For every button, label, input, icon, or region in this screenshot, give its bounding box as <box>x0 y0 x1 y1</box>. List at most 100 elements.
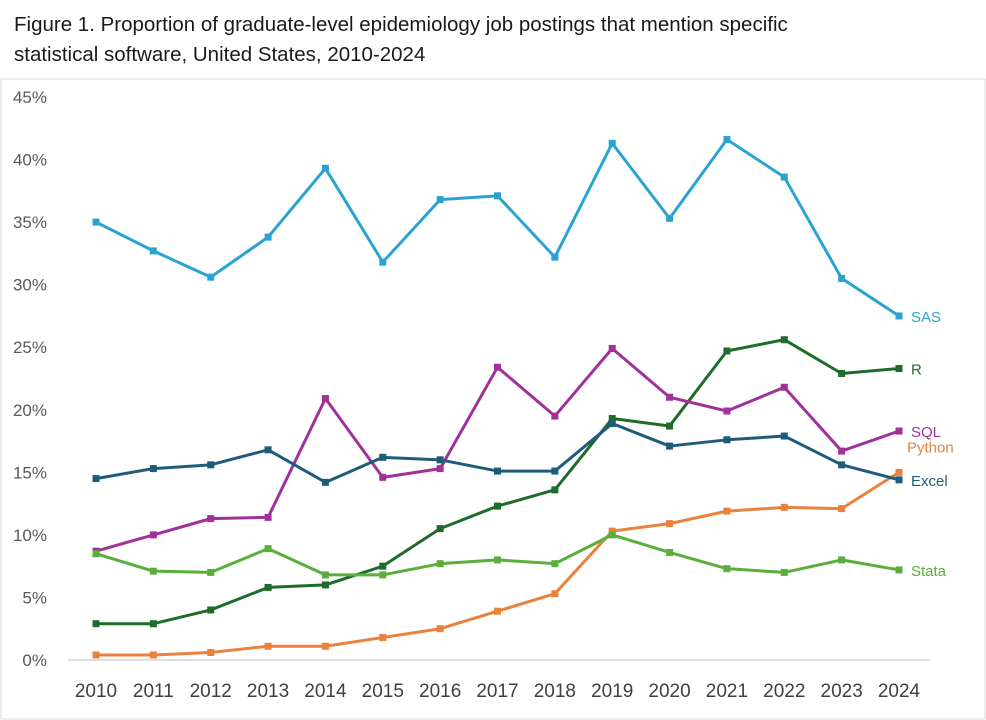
data-point <box>838 369 846 377</box>
data-point <box>379 473 387 481</box>
data-point <box>494 192 501 200</box>
data-point <box>436 525 444 533</box>
series-label-excel: Excel <box>911 473 948 490</box>
series-line <box>95 346 900 553</box>
data-point <box>780 503 788 511</box>
data-point <box>838 274 846 282</box>
data-point <box>264 446 272 454</box>
data-point <box>608 527 616 535</box>
data-point <box>608 415 616 423</box>
data-point <box>321 571 329 579</box>
data-point <box>895 312 903 320</box>
series-group <box>92 136 903 659</box>
data-point <box>723 507 731 515</box>
series-line <box>95 138 900 318</box>
data-point <box>149 651 157 659</box>
plot-frame <box>0 78 986 720</box>
data-point <box>780 383 788 391</box>
data-point <box>149 620 157 628</box>
data-point <box>666 214 674 222</box>
data-point <box>149 567 157 575</box>
data-point <box>780 173 788 181</box>
data-point <box>321 164 329 172</box>
data-point <box>551 560 559 568</box>
series-line <box>96 338 900 626</box>
data-point <box>379 571 387 579</box>
x-tick-label: 2015 <box>362 681 404 702</box>
data-point <box>895 476 903 484</box>
data-point <box>666 442 674 450</box>
data-point <box>494 607 501 615</box>
data-point <box>780 336 788 344</box>
y-tick-label: 25% <box>13 338 47 357</box>
x-tick-label: 2022 <box>763 681 805 702</box>
data-point <box>608 344 616 352</box>
data-point <box>436 465 444 473</box>
data-point <box>838 505 846 513</box>
data-point <box>895 427 903 435</box>
data-point <box>494 363 501 371</box>
data-point <box>551 486 559 494</box>
data-point <box>264 583 272 591</box>
data-point <box>321 478 329 486</box>
data-point <box>723 136 731 144</box>
data-point <box>92 651 100 659</box>
data-point <box>92 218 100 226</box>
data-point <box>92 620 100 628</box>
data-point <box>608 139 616 147</box>
data-point <box>264 545 272 553</box>
data-point <box>92 550 100 558</box>
x-tick-label: 2014 <box>304 681 347 702</box>
y-tick-label: 10% <box>13 526 47 545</box>
data-point <box>551 467 559 475</box>
series-sas <box>92 136 903 320</box>
data-point <box>149 247 157 255</box>
y-tick-label: 40% <box>13 151 47 170</box>
data-point <box>92 475 100 483</box>
y-tick-label: 35% <box>13 213 47 232</box>
data-point <box>494 556 501 564</box>
data-point <box>494 467 501 475</box>
chart-title: Figure 1. Proportion of graduate-level e… <box>14 10 974 70</box>
data-point <box>379 453 387 461</box>
series-r <box>92 336 903 628</box>
data-point <box>207 515 215 523</box>
data-point <box>321 642 329 650</box>
x-tick-label: 2020 <box>648 681 690 702</box>
series-line <box>96 471 900 657</box>
x-tick-label: 2019 <box>591 681 633 702</box>
data-point <box>608 531 616 539</box>
data-point <box>608 420 616 428</box>
data-point <box>666 548 674 556</box>
data-point <box>666 422 674 430</box>
chart-title-line-2: statistical software, United States, 201… <box>14 43 426 66</box>
series-line <box>95 533 900 577</box>
data-point <box>780 432 788 440</box>
data-point <box>551 253 559 261</box>
chart-title-line-1: Figure 1. Proportion of graduate-level e… <box>14 13 788 36</box>
data-point <box>723 565 731 573</box>
data-point <box>551 412 559 420</box>
x-tick-label: 2017 <box>476 681 518 702</box>
data-point <box>436 196 444 204</box>
data-point <box>149 531 157 539</box>
data-point <box>207 606 215 614</box>
series-label-r: R <box>911 361 922 378</box>
data-point <box>895 468 903 476</box>
data-point <box>723 436 731 444</box>
data-point <box>321 581 329 589</box>
series-label-python: Python <box>907 439 954 456</box>
data-point <box>379 633 387 641</box>
y-tick-label: 0% <box>22 651 47 670</box>
data-point <box>494 502 501 510</box>
data-point <box>321 395 329 403</box>
data-point <box>895 364 903 372</box>
series-label-sas: SAS <box>911 309 941 326</box>
data-point <box>666 520 674 528</box>
data-point <box>436 560 444 568</box>
data-point <box>379 562 387 570</box>
data-point <box>207 648 215 656</box>
y-axis: 0% 5% 10% 15% 20% 25% 30% 35% 40% 45% <box>13 88 47 670</box>
y-tick-label: 5% <box>22 588 47 607</box>
